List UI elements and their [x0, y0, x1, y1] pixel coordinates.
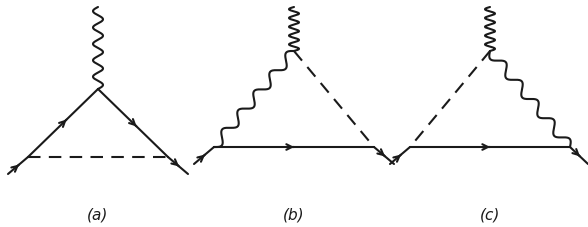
Text: (a): (a) [87, 207, 109, 222]
Text: (b): (b) [283, 207, 305, 222]
Text: (c): (c) [480, 207, 500, 222]
